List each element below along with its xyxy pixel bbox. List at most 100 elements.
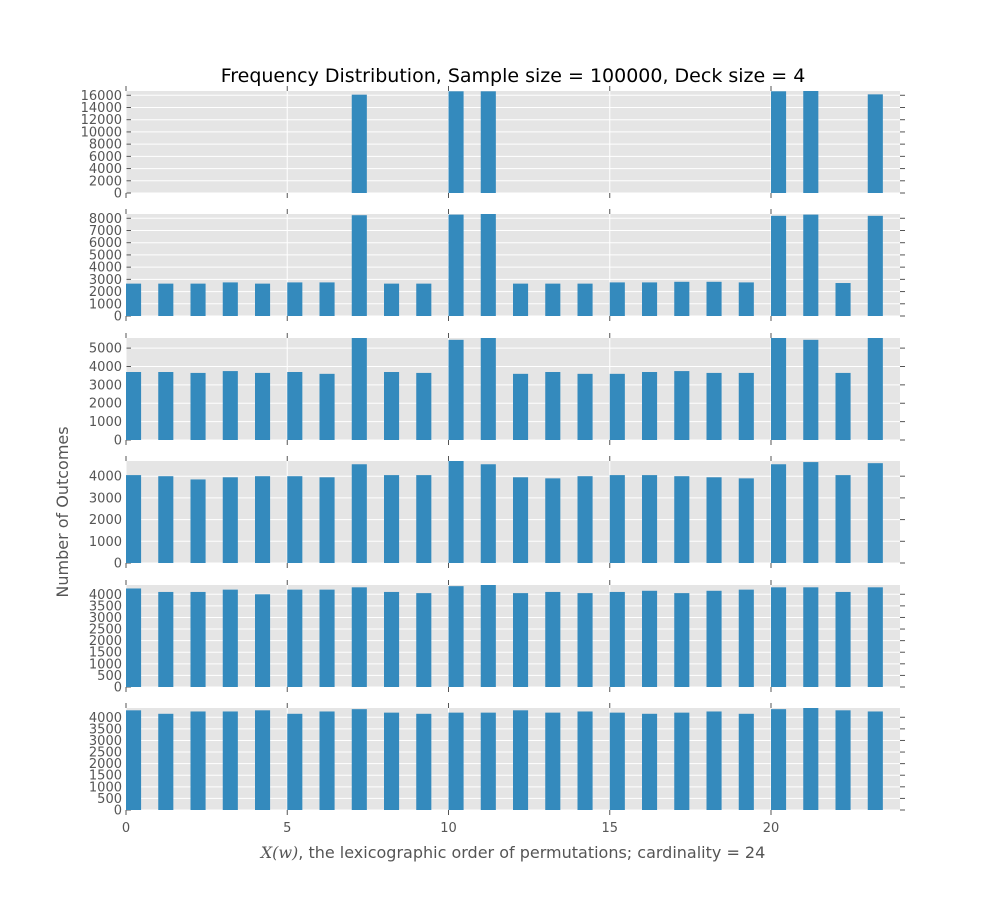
- y-tick-label: 1000: [89, 657, 122, 672]
- bar: [351, 215, 367, 316]
- bar: [609, 282, 625, 316]
- bar: [384, 591, 400, 687]
- bar: [416, 283, 432, 316]
- bar: [351, 587, 367, 687]
- bar: [803, 91, 819, 193]
- bar: [513, 593, 529, 687]
- y-tick-label: 2500: [89, 623, 122, 638]
- y-tick-label: 5000: [89, 248, 122, 263]
- y-tick-label: 3500: [89, 722, 122, 737]
- y-tick-label: 2000: [89, 757, 122, 772]
- bar: [222, 282, 238, 316]
- bar: [416, 713, 432, 810]
- y-tick-label: 2000: [89, 634, 122, 649]
- bar: [222, 371, 238, 440]
- bar: [674, 281, 690, 316]
- y-tick-label: 3000: [89, 273, 122, 288]
- bar: [835, 591, 851, 687]
- y-tick-label: 2000: [89, 513, 122, 528]
- bar: [803, 462, 819, 563]
- bar: [158, 476, 174, 563]
- bar: [545, 283, 561, 316]
- chart-title: Frequency Distribution, Sample size = 10…: [221, 65, 806, 87]
- bar: [480, 464, 496, 563]
- x-axis-label-text: , the lexicographic order of permutation…: [298, 843, 765, 862]
- bar: [706, 477, 722, 563]
- bar: [835, 372, 851, 440]
- y-tick-label: 8000: [89, 212, 122, 227]
- bar: [222, 711, 238, 810]
- bar: [126, 710, 142, 810]
- x-axis-label-math: X(w): [259, 843, 299, 862]
- y-tick-label: 4000: [89, 588, 122, 603]
- bar: [287, 282, 303, 316]
- bar: [448, 214, 464, 316]
- bar: [835, 283, 851, 316]
- y-tick-label: 0: [114, 310, 122, 325]
- bar: [158, 283, 174, 316]
- bar: [642, 590, 658, 687]
- bar: [255, 283, 271, 316]
- y-tick-label: 3000: [89, 378, 122, 393]
- bar: [609, 475, 625, 563]
- y-tick-label: 4000: [89, 360, 122, 375]
- bar: [706, 281, 722, 316]
- bar: [351, 709, 367, 810]
- bar: [867, 94, 883, 193]
- bar: [706, 372, 722, 440]
- bar: [384, 283, 400, 316]
- bar: [287, 476, 303, 563]
- bar: [480, 712, 496, 810]
- bar: [577, 283, 593, 316]
- bar: [738, 589, 754, 687]
- bar: [642, 372, 658, 440]
- bar: [771, 587, 787, 687]
- y-tick-label: 6000: [89, 150, 122, 165]
- y-tick-label: 2000: [89, 174, 122, 189]
- y-tick-label: 1000: [89, 780, 122, 795]
- bar: [190, 711, 206, 810]
- bar: [674, 371, 690, 440]
- y-tick-label: 0: [114, 681, 122, 696]
- bar: [448, 91, 464, 193]
- bar: [771, 464, 787, 563]
- y-axis-label: Number of Outcomes: [53, 426, 72, 597]
- bar: [126, 588, 142, 687]
- bar: [448, 586, 464, 687]
- y-tick-label: 0: [114, 804, 122, 819]
- bar: [190, 591, 206, 687]
- bar: [190, 283, 206, 316]
- bar: [771, 215, 787, 316]
- bar: [480, 585, 496, 687]
- bar: [448, 339, 464, 440]
- bar: [835, 475, 851, 563]
- bar: [738, 713, 754, 810]
- bar: [513, 477, 529, 563]
- bar: [642, 282, 658, 316]
- bar: [255, 594, 271, 687]
- bar: [738, 478, 754, 563]
- y-tick-label: 7000: [89, 224, 122, 239]
- subplot-panel-3: 0 1000 2000 3000 4000 5000: [89, 333, 905, 449]
- bar: [674, 712, 690, 810]
- bar: [803, 587, 819, 687]
- bar: [803, 708, 819, 810]
- bar: [577, 476, 593, 563]
- bar: [642, 475, 658, 563]
- bar: [545, 591, 561, 687]
- bar: [448, 461, 464, 563]
- y-tick-label: 1000: [89, 415, 122, 430]
- x-tick-label: 15: [601, 821, 618, 836]
- bar: [255, 710, 271, 810]
- bar: [351, 338, 367, 440]
- y-tick-label: 0: [114, 434, 122, 449]
- y-tick-label: 12000: [81, 113, 122, 128]
- y-tick-label: 4000: [89, 470, 122, 485]
- bar: [835, 710, 851, 810]
- bar: [319, 373, 335, 440]
- bar: [706, 711, 722, 810]
- x-tick-label: 0: [122, 821, 130, 836]
